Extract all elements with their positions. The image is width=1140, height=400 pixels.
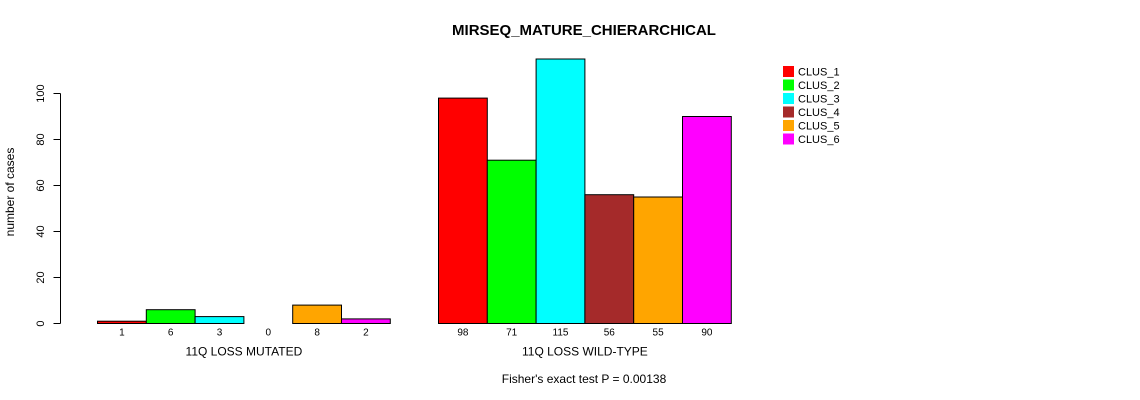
- group-label: 11Q LOSS WILD-TYPE: [522, 345, 648, 359]
- chart-title: MIRSEQ_MATURE_CHIERARCHICAL: [452, 22, 716, 39]
- legend-swatch: [783, 133, 794, 145]
- legend-swatch: [783, 66, 794, 77]
- bar: [682, 116, 732, 324]
- y-tick-label: 60: [35, 179, 47, 191]
- bar: [292, 304, 343, 325]
- bars: 1 6 3 0 8 2 98 71 115 56 55 90: [97, 58, 732, 339]
- legend-swatch: [783, 106, 794, 118]
- bar-value-label: 55: [653, 328, 665, 339]
- bar-value-label: 90: [701, 328, 713, 339]
- legend-label: CLUS_2: [798, 80, 840, 92]
- bar-value-label: 8: [314, 328, 320, 339]
- bar: [535, 58, 586, 324]
- legend-label: CLUS_6: [798, 134, 840, 146]
- bar: [194, 316, 245, 325]
- legend-label: CLUS_1: [798, 67, 840, 79]
- y-axis: 0 20 40 60 80 100: [35, 84, 61, 327]
- bar-value-label: 2: [363, 328, 369, 339]
- bar-value-label: 98: [457, 328, 469, 339]
- legend-swatch: [783, 79, 794, 91]
- bar: [97, 320, 147, 325]
- y-tick-label: 100: [35, 84, 47, 102]
- bar-value-label: 115: [553, 328, 569, 339]
- bar: [145, 309, 196, 325]
- legend-label: CLUS_3: [798, 94, 840, 106]
- bar: [486, 159, 537, 324]
- bar-value-label: 0: [266, 328, 272, 339]
- bar: [438, 97, 488, 324]
- legend-swatch: [783, 93, 794, 104]
- y-axis-label: number of cases: [3, 148, 17, 237]
- bar-value-label: 71: [506, 328, 518, 339]
- group-label: 11Q LOSS MUTATED: [186, 345, 303, 359]
- bar: [633, 196, 684, 324]
- fisher-test-footnote: Fisher's exact test P = 0.00138: [502, 372, 667, 386]
- bar-value-label: 6: [168, 328, 174, 339]
- bar-value-label: 1: [119, 328, 125, 339]
- y-tick-label: 0: [35, 320, 47, 326]
- legend-swatch: [783, 120, 794, 131]
- bar: [341, 318, 391, 324]
- bar-value-label: 56: [604, 328, 616, 339]
- bar: [584, 194, 635, 324]
- y-tick-label: 80: [35, 133, 47, 145]
- legend-label: CLUS_5: [798, 121, 840, 133]
- group-labels: 11Q LOSS MUTATED 11Q LOSS WILD-TYPE: [186, 345, 648, 359]
- legend-label: CLUS_4: [798, 107, 840, 119]
- bar-value-label: 3: [217, 328, 223, 339]
- y-tick-label: 40: [35, 225, 47, 237]
- y-tick-label: 20: [35, 271, 47, 283]
